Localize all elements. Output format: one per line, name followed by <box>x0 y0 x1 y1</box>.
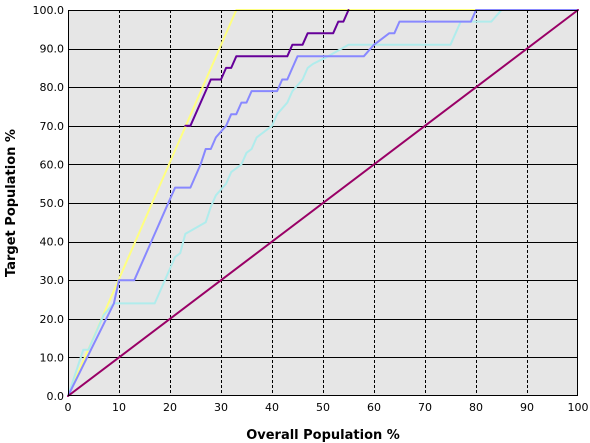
x-tick-label: 20 <box>163 401 177 414</box>
plot-border <box>68 10 578 396</box>
y-tick-label: 60.0 <box>40 158 65 171</box>
x-tick-label: 60 <box>367 401 381 414</box>
series-line-5 <box>67 9 579 397</box>
y-tick-label: 40.0 <box>40 236 65 249</box>
x-tick-label: 80 <box>469 401 483 414</box>
y-tick-label: 100.0 <box>33 4 65 17</box>
x-axis-title: Overall Population % <box>246 428 400 443</box>
y-tick-label: 50.0 <box>40 197 65 210</box>
y-tick-label: 30.0 <box>40 274 65 287</box>
x-tick-label: 100 <box>568 401 589 414</box>
series-line-3 <box>67 9 579 397</box>
y-tick-label: 70.0 <box>40 120 65 133</box>
x-tick-label: 0 <box>65 401 72 414</box>
x-tick-label: 30 <box>214 401 228 414</box>
x-tick-label: 70 <box>418 401 432 414</box>
y-tick-label: 80.0 <box>40 81 65 94</box>
y-tick-label: 10.0 <box>40 351 65 364</box>
y-axis-title: Target Population % <box>4 129 19 277</box>
y-tick-label: 0.0 <box>47 390 65 403</box>
series-line-2 <box>67 9 579 397</box>
tick-labels: 0 10 20 30 40 50 60 70 80 90 100 0.0 10.0 20.0 30.0 40.… <box>33 4 589 414</box>
x-tick-label: 40 <box>265 401 279 414</box>
y-tick-label: 20.0 <box>40 313 65 326</box>
y-tick-label: 90.0 <box>40 43 65 56</box>
x-tick-label: 10 <box>112 401 126 414</box>
x-tick-label: 50 <box>316 401 330 414</box>
x-tick-label: 90 <box>520 401 534 414</box>
series-line-4 <box>184 9 350 127</box>
